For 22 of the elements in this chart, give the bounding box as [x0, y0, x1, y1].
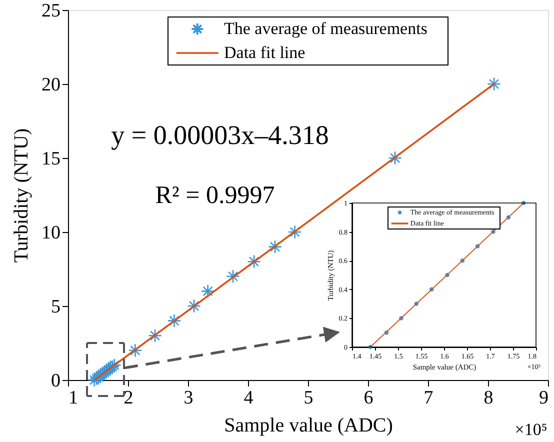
annotation: R² = 0.9997	[155, 182, 275, 209]
x-tick-label: 1	[68, 388, 78, 408]
x-tick-label: 5	[304, 388, 314, 408]
x-tick-label: 4	[244, 388, 254, 408]
y-tick-label: 10	[42, 222, 60, 244]
y-tick-label: 20	[42, 74, 60, 96]
legend-label: Data fit line	[224, 43, 306, 62]
x-axis-title: Sample value (ADC)	[224, 414, 393, 436]
legend-label: The average of measurements	[224, 19, 428, 38]
y-tick-label: 0	[51, 370, 60, 392]
x-tick-label: 6	[364, 388, 374, 408]
annotation: y = 0.00003x–4.318	[111, 120, 329, 150]
y-tick-label: 25	[42, 0, 60, 22]
x-tick-label: 7	[424, 388, 434, 408]
y-axis-title: Turbidity (NTU)	[10, 128, 32, 263]
x-tick-label: 3	[184, 388, 194, 408]
x-tick-label: 8	[484, 388, 494, 408]
text: ×10⁵	[514, 420, 548, 439]
x-tick-label: 9	[539, 388, 548, 408]
y-tick-label: 15	[42, 148, 60, 170]
y-tick-label: 5	[51, 296, 60, 318]
x-tick-label: 2	[124, 388, 134, 408]
